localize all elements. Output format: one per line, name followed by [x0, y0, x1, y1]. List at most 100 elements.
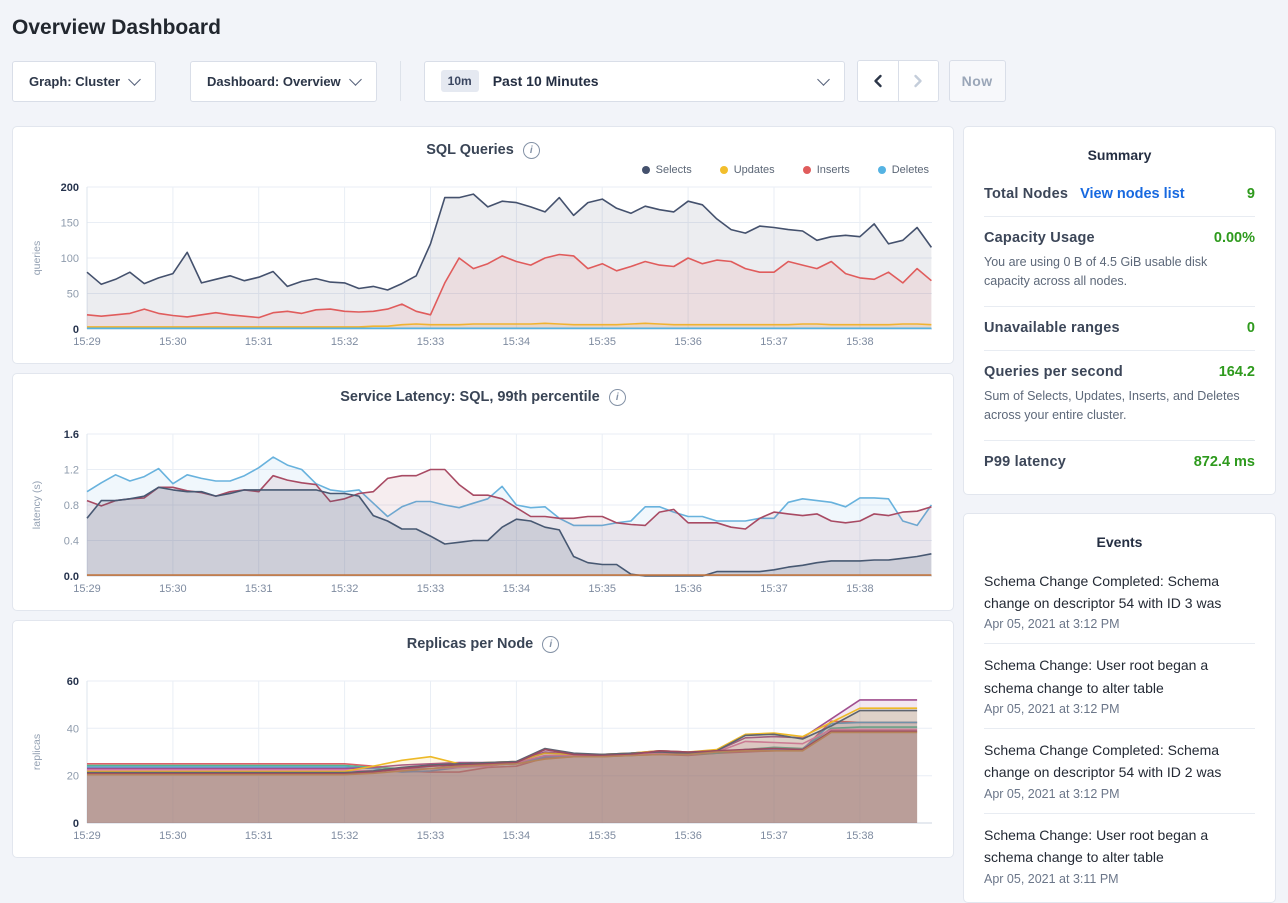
legend-item-inserts[interactable]: Inserts [802, 164, 850, 176]
dashboard-dropdown[interactable]: Dashboard: Overview [190, 60, 377, 102]
summary-row-capacity-usage: Capacity Usage 0.00% You are using 0 B o… [984, 216, 1255, 306]
svg-text:100: 100 [61, 253, 79, 265]
info-icon[interactable]: i [522, 141, 540, 159]
svg-text:60: 60 [67, 676, 79, 688]
queries-per-second-label: Queries per second [984, 363, 1123, 380]
svg-text:15:35: 15:35 [588, 830, 616, 842]
svg-text:150: 150 [61, 218, 79, 230]
sql-queries-title: SQL Queries [426, 142, 514, 158]
svg-text:15:36: 15:36 [674, 583, 702, 595]
svg-text:15:37: 15:37 [760, 830, 788, 842]
p99-latency-value: 872.4 ms [1193, 453, 1255, 470]
svg-text:15:30: 15:30 [159, 830, 187, 842]
previous-range-button[interactable] [857, 61, 898, 101]
event-timestamp: Apr 05, 2021 at 3:12 PM [984, 702, 1120, 717]
svg-text:0: 0 [73, 324, 79, 336]
svg-text:15:35: 15:35 [588, 583, 616, 595]
svg-text:queries: queries [31, 241, 43, 275]
service-latency-title: Service Latency: SQL, 99th percentile [340, 389, 600, 405]
info-icon[interactable]: i [542, 635, 560, 653]
time-range-picker[interactable]: 10m Past 10 Minutes [423, 60, 845, 102]
now-button[interactable]: Now [948, 60, 1006, 102]
svg-text:15:31: 15:31 [245, 336, 273, 348]
svg-text:15:33: 15:33 [417, 336, 445, 348]
service-latency-chart[interactable]: 0.0 0.4 0.8 1.2 1.6 15:29 15:30 15:31 15:32 15:33… [29, 426, 937, 598]
svg-text:15:30: 15:30 [159, 336, 187, 348]
summary-row-p99-latency: P99 latency 872.4 ms [984, 439, 1255, 484]
time-range-label: Past 10 Minutes [492, 73, 599, 89]
sql-queries-chart[interactable]: 0 50 100 150 200 15:29 15:30 15:31 15:32 15:33 15:… [29, 179, 937, 351]
next-range-button[interactable] [897, 61, 938, 101]
summary-row-queries-per-second: Queries per second 164.2 Sum of Selects,… [984, 349, 1255, 440]
capacity-usage-label: Capacity Usage [984, 230, 1095, 246]
summary-title: Summary [1087, 147, 1152, 163]
svg-text:0.4: 0.4 [64, 536, 79, 548]
sql-queries-legend: Selects Updates Inserts Deletes [29, 161, 937, 179]
svg-text:0.8: 0.8 [64, 500, 79, 512]
event-text: Schema Change: User root began a schema … [984, 826, 1209, 866]
p99-latency-label: P99 latency [984, 453, 1066, 470]
legend-item-selects[interactable]: Selects [641, 164, 692, 176]
replicas-per-node-legend [29, 655, 937, 673]
svg-text:15:29: 15:29 [73, 336, 101, 348]
replicas-per-node-chart[interactable]: 0 20 40 60 15:29 15:30 15:31 15:32 15:33 15:34 15:… [29, 673, 937, 845]
service-latency-panel: Service Latency: SQL, 99th percentile i … [12, 373, 954, 611]
summary-row-unavailable-ranges: Unavailable ranges 0 [984, 305, 1255, 350]
event-item: Schema Change: User root began a schema … [984, 814, 1255, 898]
svg-text:15:37: 15:37 [760, 583, 788, 595]
svg-text:latency (s): latency (s) [31, 481, 43, 529]
svg-text:0: 0 [73, 818, 79, 830]
svg-text:15:30: 15:30 [159, 583, 187, 595]
total-nodes-label: Total Nodes [984, 186, 1069, 202]
chevron-right-icon [914, 74, 922, 88]
summary-panel: Summary Total Nodes View nodes list 9 Ca… [963, 126, 1276, 495]
sql-queries-panel: SQL Queries i Selects Updates Inserts Delet… [12, 126, 954, 364]
svg-text:15:38: 15:38 [846, 336, 874, 348]
sidebar-column: Summary Total Nodes View nodes list 9 Ca… [963, 126, 1276, 903]
svg-text:15:37: 15:37 [760, 336, 788, 348]
svg-text:1.6: 1.6 [64, 429, 79, 441]
legend-item-deletes[interactable]: Deletes [877, 164, 929, 176]
svg-text:50: 50 [67, 289, 79, 301]
svg-text:15:34: 15:34 [503, 336, 531, 348]
summary-row-total-nodes: Total Nodes View nodes list 9 [984, 173, 1255, 216]
capacity-usage-value: 0.00% [1213, 230, 1255, 246]
legend-dot [877, 166, 886, 174]
unavailable-ranges-value: 0 [1246, 319, 1255, 336]
svg-text:200: 200 [61, 182, 79, 194]
svg-text:15:31: 15:31 [245, 830, 273, 842]
chevron-left-icon [873, 74, 882, 88]
svg-text:15:38: 15:38 [846, 583, 874, 595]
svg-text:15:36: 15:36 [674, 830, 702, 842]
charts-column: SQL Queries i Selects Updates Inserts Delet… [12, 126, 954, 867]
event-item: Schema Change: User root began a schema … [984, 644, 1255, 730]
svg-text:15:33: 15:33 [417, 583, 445, 595]
chevron-down-icon [348, 72, 362, 86]
svg-text:15:34: 15:34 [503, 583, 531, 595]
event-item: Schema Change Completed: Schema change o… [984, 560, 1255, 645]
replicas-per-node-title: Replicas per Node [406, 636, 534, 652]
svg-text:15:32: 15:32 [331, 830, 359, 842]
page-title: Overview Dashboard [12, 16, 221, 39]
event-timestamp: Apr 05, 2021 at 3:12 PM [984, 617, 1120, 632]
svg-text:15:31: 15:31 [245, 583, 273, 595]
event-text: Schema Change Completed: Schema change o… [984, 572, 1222, 611]
svg-text:40: 40 [67, 723, 79, 735]
toolbar: Graph: Cluster Dashboard: Overview 10m P… [12, 60, 1276, 102]
legend-item-updates[interactable]: Updates [719, 164, 775, 176]
chevron-down-icon [128, 72, 141, 86]
svg-text:15:29: 15:29 [73, 583, 101, 595]
service-latency-legend [29, 408, 937, 426]
svg-text:15:33: 15:33 [417, 830, 445, 842]
time-step-buttons [856, 60, 939, 102]
graph-dropdown[interactable]: Graph: Cluster [12, 60, 157, 102]
replicas-per-node-panel: Replicas per Node i 0 20 40 60 15:29 15:30 15:… [12, 620, 954, 858]
graph-dropdown-label: Graph: Cluster [29, 73, 121, 89]
events-panel: Events Schema Change Completed: Schema c… [963, 512, 1276, 903]
event-timestamp: Apr 05, 2021 at 3:12 PM [984, 786, 1120, 801]
view-nodes-list-link[interactable]: View nodes list [1080, 186, 1185, 202]
svg-text:1.2: 1.2 [64, 465, 79, 477]
time-range-badge: 10m [440, 70, 479, 92]
info-icon[interactable]: i [608, 388, 626, 406]
